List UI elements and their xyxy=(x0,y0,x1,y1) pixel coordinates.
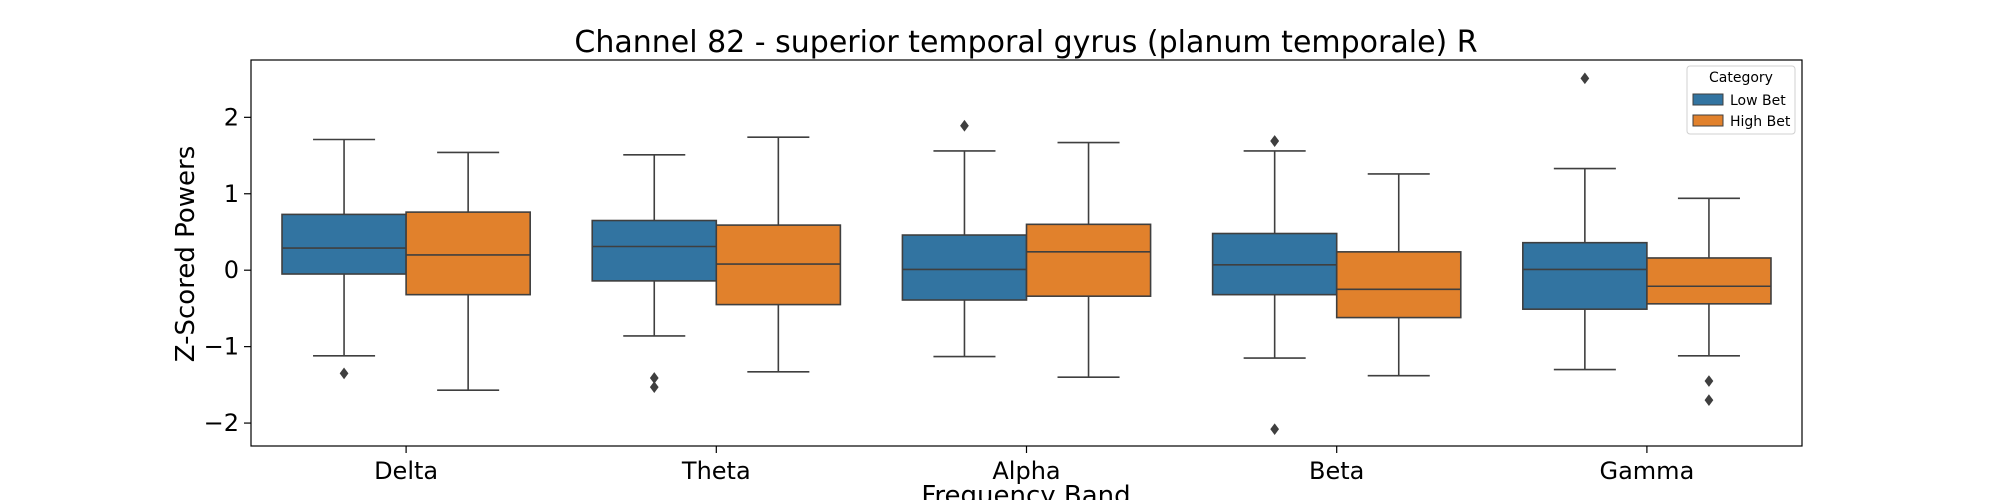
outlier-point xyxy=(649,381,659,393)
box-iqr xyxy=(1335,251,1462,319)
box-low-bet-delta xyxy=(281,138,407,380)
legend-entry-label: Low Bet xyxy=(1730,93,1786,109)
box-low-bet-theta xyxy=(591,153,718,393)
box-high-bet-alpha xyxy=(1025,141,1152,379)
box-iqr xyxy=(281,213,407,275)
outlier-point xyxy=(1580,72,1590,85)
box-high-bet-gamma xyxy=(1646,197,1772,406)
x-tick-label: Delta xyxy=(374,457,438,485)
box-high-bet-beta xyxy=(1335,173,1462,377)
chart-title: Channel 82 - superior temporal gyrus (pl… xyxy=(574,25,1477,60)
y-axis-label: Z-Scored Powers xyxy=(171,146,201,362)
x-tick-label: Theta xyxy=(681,457,751,485)
legend-swatch xyxy=(1692,93,1724,106)
y-tick-label: 0 xyxy=(224,256,239,284)
x-tick-label: Beta xyxy=(1309,457,1364,485)
x-axis-label: Frequency Band xyxy=(921,481,1130,500)
outlier-point xyxy=(960,119,969,132)
box-low-bet-beta xyxy=(1211,135,1338,436)
legend-entry-label: High Bet xyxy=(1730,114,1791,130)
x-tick-label: Gamma xyxy=(1600,457,1695,485)
outlier-point xyxy=(1704,394,1714,406)
legend-swatch xyxy=(1692,114,1724,127)
outlier-point xyxy=(1270,423,1280,436)
box-high-bet-delta xyxy=(405,151,531,392)
box-high-bet-theta xyxy=(715,136,842,373)
x-tick-label: Alpha xyxy=(992,457,1060,485)
box-low-bet-alpha xyxy=(901,119,1028,358)
outlier-point xyxy=(1704,375,1714,387)
y-axis: −2 −1 0 1 2 xyxy=(204,103,251,437)
box-iqr xyxy=(1522,241,1648,310)
box-iqr xyxy=(591,219,718,282)
outlier-point xyxy=(1270,135,1280,147)
legend-title: Category xyxy=(1709,70,1773,86)
y-tick-label: 1 xyxy=(224,180,239,208)
x-axis: Delta Theta Alpha Beta Gamma xyxy=(374,446,1694,485)
outlier-point xyxy=(339,367,349,380)
y-tick-label: −2 xyxy=(204,409,239,437)
legend: Category Low Bet High Bet xyxy=(1686,65,1796,135)
box-low-bet-gamma xyxy=(1522,72,1648,371)
plot-area xyxy=(250,59,1803,447)
box-iqr xyxy=(1646,257,1772,305)
y-tick-label: −1 xyxy=(204,333,239,361)
y-tick-label: 2 xyxy=(224,103,239,131)
box-iqr xyxy=(1025,223,1152,297)
box-iqr xyxy=(405,211,531,296)
box-iqr xyxy=(901,234,1028,301)
